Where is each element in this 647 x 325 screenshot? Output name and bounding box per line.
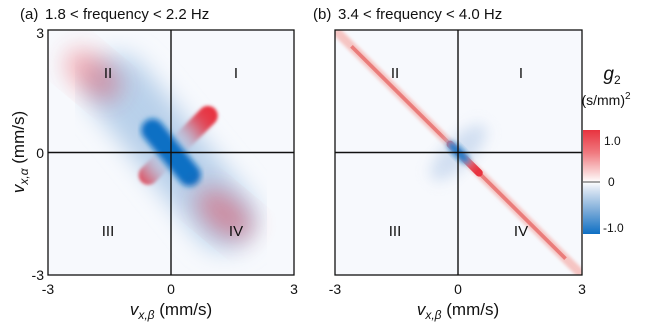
panel-a-quadrant-II: II [104,65,112,82]
colorbar: g2 (s/mm)2 1.0 0 -1.0 [581,64,631,235]
panel-b-quadrant-III: III [389,223,402,240]
panel-b-quadrant-I: I [519,65,523,82]
panel-a-xtick-right: 3 [290,281,298,297]
panel-a-quadrant-IV: IV [229,223,243,240]
panel-b-x-axis-label: vx,β (mm/s) [417,300,499,322]
panel-b-title: 3.4 < frequency < 4.0 Hz [338,6,502,23]
panel-a-x-axis-label: vx,β (mm/s) [130,300,212,322]
colorbar-tick-zero: 0 [608,175,615,189]
panel-a-y-axis-label: vx,α (mm/s) [9,111,31,193]
panel-a-positive-lobe-3 [196,188,253,240]
panel-a-xtick-mid: 0 [167,281,175,297]
panel-a-ytick-mid: 0 [36,145,44,161]
panel-a-quadrant-III: III [102,223,115,240]
panel-b-quadrant-IV: IV [514,223,528,240]
panel-a: (a) 1.8 < frequency < 2.2 Hz II I III IV… [9,6,298,322]
panel-a-ytick-bottom: -3 [32,267,45,283]
colorbar-unit: (s/mm)2 [581,91,631,108]
panel-b-label: (b) [313,6,331,23]
colorbar-title: g2 [603,64,621,87]
panel-a-quadrant-I: I [234,65,238,82]
panel-a-positive-lobe-2 [65,49,121,101]
panel-b: (b) 3.4 < frequency < 4.0 Hz II I III IV… [313,6,586,322]
panel-a-label: (a) [20,6,38,23]
panel-a-title: 1.8 < frequency < 2.2 Hz [45,6,209,23]
panel-b-xtick-left: -3 [329,281,342,297]
panel-b-xtick-right: 3 [578,281,586,297]
colorbar-tick-max: 1.0 [604,134,621,148]
panel-a-xtick-left: -3 [42,281,55,297]
panel-a-ytick-top: 3 [36,25,44,41]
panel-b-xtick-mid: 0 [454,281,462,297]
colorbar-tick-min: -1.0 [603,221,624,235]
panel-b-quadrant-II: II [391,65,399,82]
